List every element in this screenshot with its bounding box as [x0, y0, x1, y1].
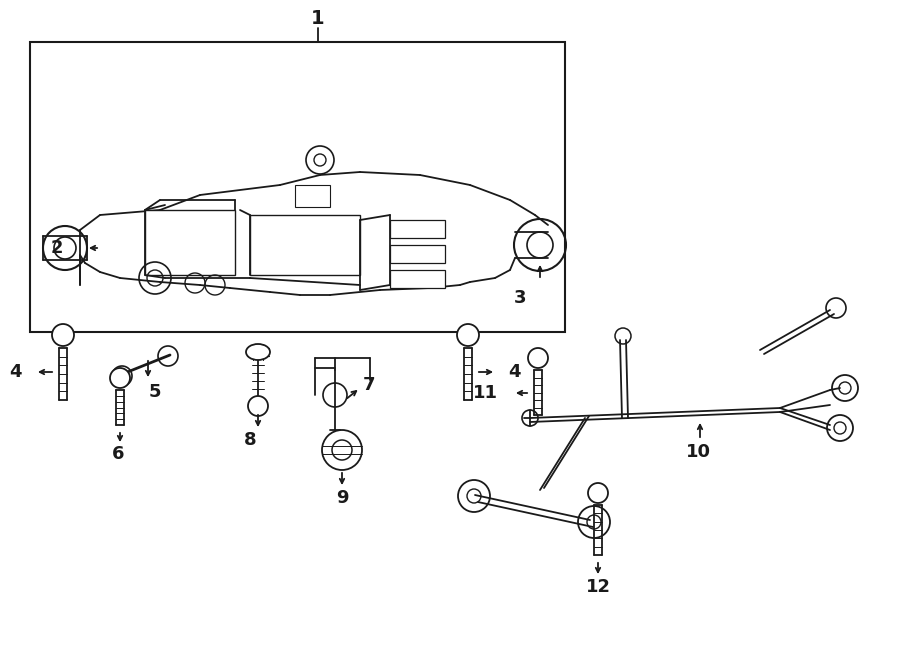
Circle shape	[588, 483, 608, 503]
Text: 3: 3	[514, 289, 526, 307]
Bar	[295, 185, 330, 207]
Text: 11: 11	[473, 384, 498, 402]
Bar	[390, 245, 445, 263]
Text: 4: 4	[508, 363, 520, 381]
Text: 8: 8	[244, 431, 256, 449]
Ellipse shape	[246, 344, 270, 360]
Bar	[30, 42, 565, 332]
Circle shape	[110, 368, 130, 388]
Bar	[250, 215, 360, 275]
Circle shape	[248, 396, 268, 416]
Circle shape	[528, 348, 548, 368]
Text: 9: 9	[336, 489, 348, 507]
Bar	[390, 220, 445, 238]
Text: 4: 4	[10, 363, 22, 381]
Text: 1: 1	[311, 9, 325, 28]
Bar	[145, 210, 235, 275]
Text: 2: 2	[50, 239, 63, 257]
Circle shape	[457, 324, 479, 346]
Text: 6: 6	[112, 445, 124, 463]
Text: 7: 7	[363, 376, 375, 394]
Text: 5: 5	[148, 383, 161, 401]
Text: 12: 12	[586, 578, 610, 596]
Bar	[390, 270, 445, 288]
Text: 10: 10	[686, 443, 710, 461]
Circle shape	[52, 324, 74, 346]
